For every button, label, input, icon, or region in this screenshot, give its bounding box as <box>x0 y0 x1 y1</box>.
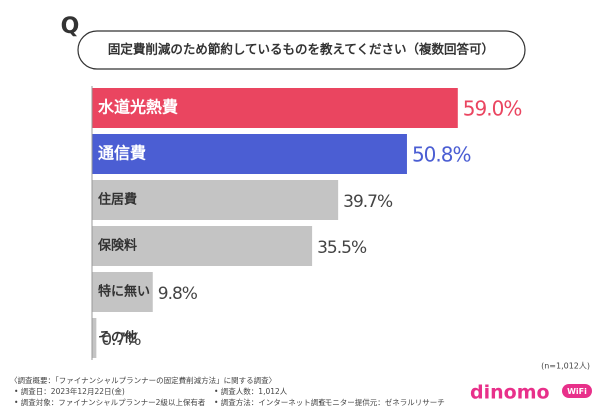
category-label: 水道光熱費 <box>98 98 178 117</box>
bar <box>92 318 97 358</box>
logo-badge <box>562 384 592 398</box>
sample-note: (n=1,012人) <box>541 362 590 371</box>
value-label: 39.7% <box>343 192 393 212</box>
bar <box>92 134 407 174</box>
footnote: • 調査人数：1,012人 <box>214 386 288 396</box>
value-label: 50.8% <box>412 143 471 167</box>
value-label: 0.7% <box>101 330 141 350</box>
bar <box>92 226 313 266</box>
logo: dinomo <box>470 382 550 404</box>
category-label: 保険料 <box>97 238 137 254</box>
bar <box>92 272 153 312</box>
title-box <box>77 30 526 70</box>
footnote: 〈調査概要：「ファイナンシャルプランナーの固定費削減方法」に関する調査〉 <box>10 375 276 385</box>
bar <box>92 180 339 220</box>
footnote: • 調査日：2023年12月22日(金) <box>14 386 125 396</box>
category-label: 住居費 <box>98 192 137 208</box>
category-label: その他 <box>98 330 137 346</box>
value-label: 9.8% <box>158 284 198 304</box>
footnote: • モニター提供元：ゼネラルリサーチ <box>318 397 445 407</box>
value-label: 59.0% <box>463 97 522 121</box>
value-label: 35.5% <box>317 238 367 258</box>
bar <box>92 88 458 128</box>
logo-badge-text: WiFi <box>567 387 587 396</box>
category-label: 通信費 <box>98 144 146 163</box>
footnote: • 調査方法：インターネット調査 <box>214 397 326 407</box>
question-marker: Q <box>61 14 80 39</box>
footnote: • 調査対象：ファイナンシャルプランナー2級以上保有者 <box>14 397 206 407</box>
chart-title: 固定費削減のため節約しているものを教えてください（複数回答可） <box>108 42 494 57</box>
category-label: 特に無い <box>98 284 150 300</box>
